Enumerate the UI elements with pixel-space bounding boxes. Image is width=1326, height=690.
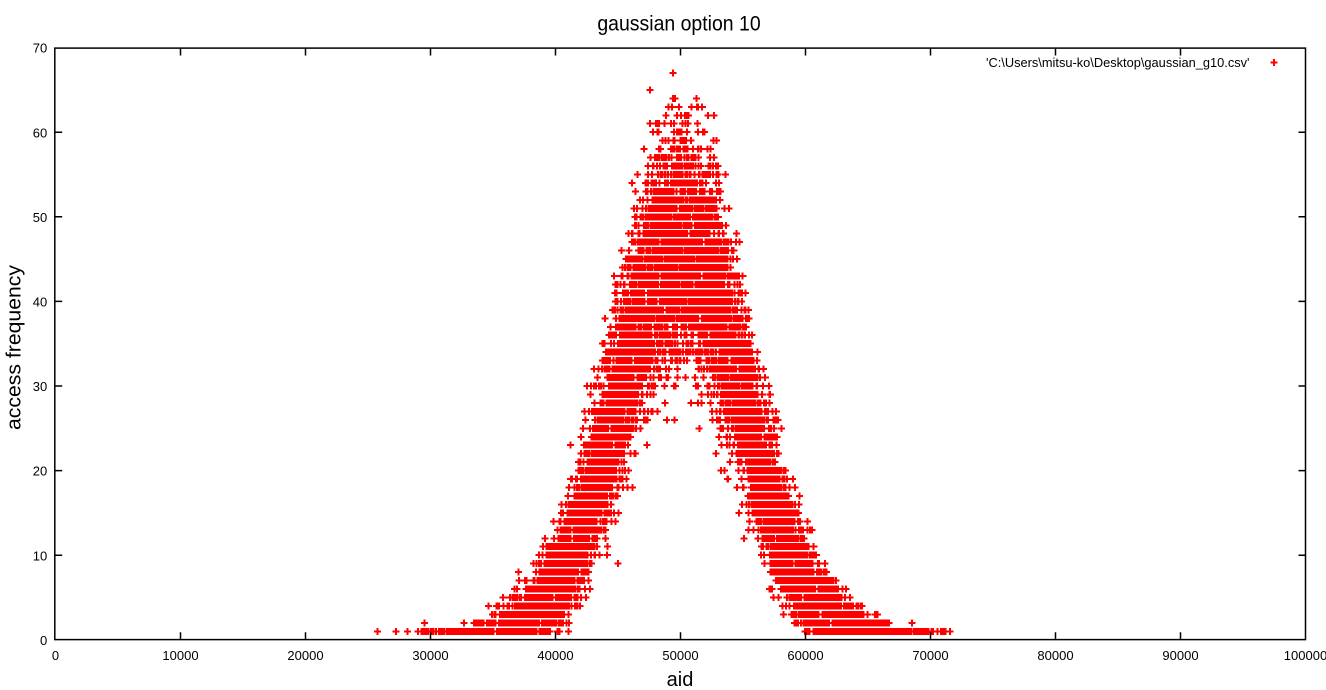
svg-text:access frequency: access frequency <box>4 265 26 430</box>
svg-text:'C:\Users\mitsu-ko\Desktop\gau: 'C:\Users\mitsu-ko\Desktop\gaussian_g10.… <box>986 55 1250 70</box>
svg-text:30: 30 <box>33 379 47 394</box>
svg-text:60: 60 <box>33 125 47 140</box>
svg-text:20: 20 <box>33 464 47 479</box>
svg-text:30000: 30000 <box>412 648 448 663</box>
svg-text:100000: 100000 <box>1284 648 1326 663</box>
svg-text:aid: aid <box>667 669 694 690</box>
svg-text:0: 0 <box>52 648 59 663</box>
svg-text:50000: 50000 <box>662 648 698 663</box>
svg-text:60000: 60000 <box>787 648 823 663</box>
svg-text:50: 50 <box>33 210 47 225</box>
svg-text:70000: 70000 <box>912 648 948 663</box>
svg-text:70: 70 <box>33 41 47 56</box>
svg-text:gaussian option 10: gaussian option 10 <box>597 12 760 35</box>
svg-text:10: 10 <box>33 548 47 563</box>
svg-text:40000: 40000 <box>537 648 573 663</box>
svg-text:10000: 10000 <box>162 648 198 663</box>
svg-text:0: 0 <box>40 633 47 648</box>
svg-text:90000: 90000 <box>1162 648 1198 663</box>
svg-text:20000: 20000 <box>287 648 323 663</box>
svg-text:40: 40 <box>33 295 47 310</box>
svg-text:80000: 80000 <box>1037 648 1073 663</box>
